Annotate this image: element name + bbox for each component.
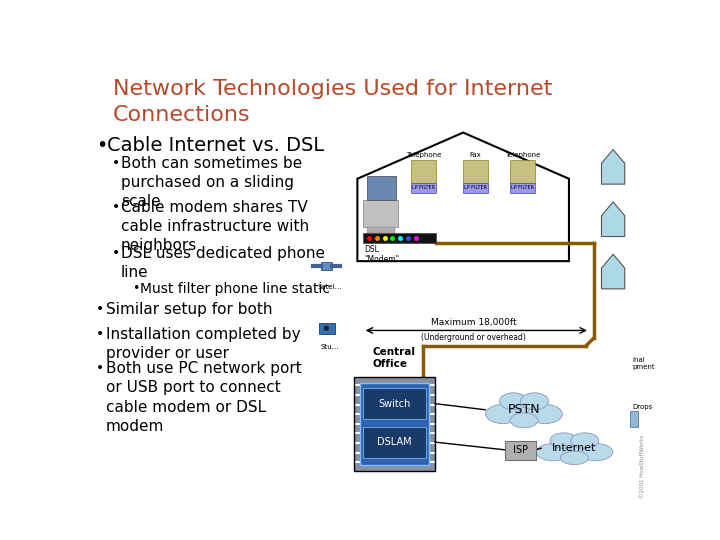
Polygon shape bbox=[601, 254, 625, 289]
Text: Cable Internet vs. DSL: Cable Internet vs. DSL bbox=[107, 136, 324, 154]
Text: Cable modem shares TV
cable infrastructure with
neighbors: Cable modem shares TV cable infrastructu… bbox=[121, 200, 309, 253]
Text: DSLAM: DSLAM bbox=[377, 437, 412, 447]
Text: Satel…: Satel… bbox=[318, 284, 343, 291]
Text: Maximum 18,000ft: Maximum 18,000ft bbox=[431, 318, 516, 327]
Text: Switch: Switch bbox=[378, 399, 410, 409]
Text: •: • bbox=[112, 200, 120, 213]
Text: LP FILTER: LP FILTER bbox=[412, 185, 435, 190]
FancyBboxPatch shape bbox=[363, 233, 436, 244]
FancyBboxPatch shape bbox=[363, 427, 426, 457]
Text: ISP: ISP bbox=[513, 445, 528, 455]
FancyBboxPatch shape bbox=[354, 444, 435, 452]
FancyBboxPatch shape bbox=[354, 434, 435, 442]
FancyBboxPatch shape bbox=[630, 411, 638, 427]
Ellipse shape bbox=[528, 404, 562, 423]
Ellipse shape bbox=[571, 433, 599, 448]
Ellipse shape bbox=[500, 393, 528, 410]
Ellipse shape bbox=[578, 443, 613, 461]
Ellipse shape bbox=[503, 398, 545, 421]
FancyBboxPatch shape bbox=[367, 226, 395, 233]
Text: •: • bbox=[96, 327, 104, 341]
Text: Must filter phone line static: Must filter phone line static bbox=[140, 282, 330, 296]
Text: ©2001 HowStuffWorks: ©2001 HowStuffWorks bbox=[640, 434, 645, 498]
FancyBboxPatch shape bbox=[320, 323, 335, 334]
Text: Drops: Drops bbox=[632, 403, 653, 410]
Text: Central
Office: Central Office bbox=[373, 347, 416, 369]
Text: Both can sometimes be
purchased on a sliding
scale: Both can sometimes be purchased on a sli… bbox=[121, 156, 302, 209]
Text: Network Technologies Used for Internet: Network Technologies Used for Internet bbox=[113, 79, 553, 99]
FancyBboxPatch shape bbox=[366, 177, 396, 200]
Text: Connections: Connections bbox=[113, 105, 251, 125]
FancyBboxPatch shape bbox=[354, 415, 435, 423]
Text: •: • bbox=[96, 302, 104, 316]
Circle shape bbox=[323, 325, 330, 331]
FancyBboxPatch shape bbox=[354, 406, 435, 413]
Polygon shape bbox=[601, 150, 625, 184]
Text: Both use PC network port
or USB port to connect
cable modem or DSL
modem: Both use PC network port or USB port to … bbox=[106, 361, 301, 434]
Text: •: • bbox=[112, 246, 120, 260]
FancyBboxPatch shape bbox=[354, 386, 435, 394]
Text: (Underground or overhead): (Underground or overhead) bbox=[421, 333, 526, 342]
Ellipse shape bbox=[554, 438, 595, 459]
Text: Internet: Internet bbox=[552, 443, 597, 453]
FancyBboxPatch shape bbox=[354, 454, 435, 461]
Ellipse shape bbox=[560, 451, 588, 464]
FancyBboxPatch shape bbox=[510, 183, 535, 193]
Text: Telephone: Telephone bbox=[505, 152, 540, 158]
FancyBboxPatch shape bbox=[510, 159, 535, 183]
Text: Similar setup for both: Similar setup for both bbox=[106, 302, 272, 317]
FancyBboxPatch shape bbox=[354, 396, 435, 403]
FancyBboxPatch shape bbox=[463, 183, 487, 193]
FancyBboxPatch shape bbox=[463, 159, 487, 183]
FancyBboxPatch shape bbox=[321, 262, 332, 269]
FancyBboxPatch shape bbox=[354, 377, 435, 384]
FancyBboxPatch shape bbox=[411, 183, 436, 193]
Text: •: • bbox=[96, 136, 107, 154]
Ellipse shape bbox=[536, 443, 571, 461]
Text: DSL
"Modem": DSL "Modem" bbox=[364, 245, 400, 265]
Text: •: • bbox=[112, 156, 120, 170]
FancyBboxPatch shape bbox=[354, 425, 435, 433]
Text: PSTN: PSTN bbox=[508, 403, 540, 416]
Ellipse shape bbox=[521, 393, 549, 410]
FancyBboxPatch shape bbox=[363, 200, 397, 226]
Ellipse shape bbox=[510, 413, 538, 428]
Text: inal
pment: inal pment bbox=[632, 357, 655, 370]
Text: Stu…: Stu… bbox=[321, 343, 340, 349]
FancyBboxPatch shape bbox=[360, 383, 428, 465]
Text: •: • bbox=[96, 361, 104, 375]
Text: DSL uses dedicated phone
line: DSL uses dedicated phone line bbox=[121, 246, 325, 280]
FancyBboxPatch shape bbox=[411, 159, 436, 183]
Ellipse shape bbox=[550, 433, 578, 448]
Polygon shape bbox=[601, 202, 625, 237]
Polygon shape bbox=[357, 132, 569, 261]
Text: LP FILTER: LP FILTER bbox=[464, 185, 487, 190]
FancyBboxPatch shape bbox=[354, 463, 435, 471]
Text: •: • bbox=[132, 282, 140, 295]
Text: Telephone: Telephone bbox=[405, 152, 441, 158]
FancyBboxPatch shape bbox=[363, 388, 426, 419]
Ellipse shape bbox=[485, 404, 521, 423]
FancyBboxPatch shape bbox=[505, 441, 536, 460]
Text: Fax: Fax bbox=[469, 152, 481, 158]
Text: Installation completed by
provider or user: Installation completed by provider or us… bbox=[106, 327, 300, 361]
Text: LP FILTER: LP FILTER bbox=[511, 185, 534, 190]
